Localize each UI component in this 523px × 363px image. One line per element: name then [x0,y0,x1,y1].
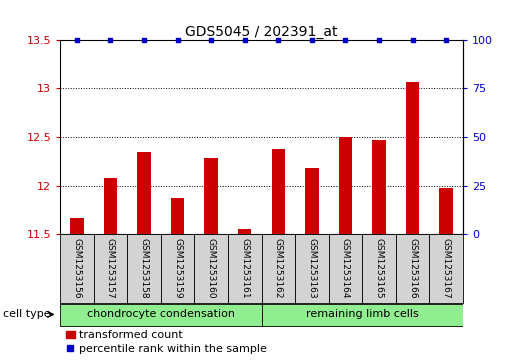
Point [174,37,182,43]
Bar [195,234,228,303]
Bar [262,234,295,303]
Bar [60,234,94,303]
Point [274,37,282,43]
Bar [429,234,463,303]
Bar [305,168,319,234]
Bar [372,140,385,234]
Bar [104,178,117,234]
Point [308,37,316,43]
Legend: transformed count, percentile rank within the sample: transformed count, percentile rank withi… [66,330,267,354]
Text: remaining limb cells: remaining limb cells [306,309,418,319]
Text: chondrocyte condensation: chondrocyte condensation [87,309,235,319]
Bar [406,82,419,234]
Bar [70,218,84,234]
Point [106,37,115,43]
Point [341,37,349,43]
Bar [94,234,127,303]
Point [408,37,417,43]
Text: GSM1253159: GSM1253159 [173,238,182,298]
Text: GSM1253156: GSM1253156 [72,238,82,298]
Bar [328,234,362,303]
Bar [362,234,396,303]
Bar [60,304,262,326]
Text: GSM1253166: GSM1253166 [408,238,417,298]
Bar [204,158,218,234]
Point [375,37,383,43]
Bar [138,152,151,234]
Text: GSM1253160: GSM1253160 [207,238,215,298]
Text: cell type: cell type [3,309,50,319]
Bar [271,149,285,234]
Bar [262,304,463,326]
Point [241,37,249,43]
Bar [339,137,352,234]
Text: GSM1253164: GSM1253164 [341,238,350,298]
Bar [127,234,161,303]
Text: GSM1253158: GSM1253158 [140,238,149,298]
Bar [439,188,453,234]
Title: GDS5045 / 202391_at: GDS5045 / 202391_at [185,25,338,39]
Bar [228,234,262,303]
Text: GSM1253167: GSM1253167 [441,238,451,298]
Point [207,37,215,43]
Bar [295,234,328,303]
Text: GSM1253165: GSM1253165 [374,238,383,298]
Text: GSM1253157: GSM1253157 [106,238,115,298]
Bar [396,234,429,303]
Bar [161,234,195,303]
Bar [238,229,252,234]
Bar [171,198,184,234]
Point [73,37,81,43]
Text: GSM1253163: GSM1253163 [308,238,316,298]
Text: GSM1253162: GSM1253162 [274,238,283,298]
Point [442,37,450,43]
Point [140,37,148,43]
Text: GSM1253161: GSM1253161 [240,238,249,298]
